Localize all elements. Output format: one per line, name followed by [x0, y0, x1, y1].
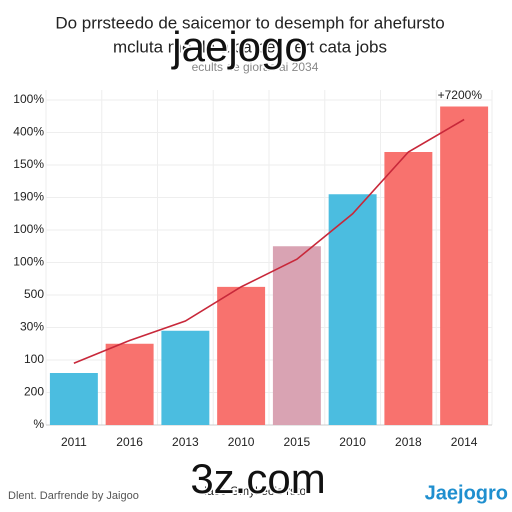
- y-tick-label: 200: [24, 385, 44, 399]
- x-tick-label: 2011: [61, 435, 87, 449]
- y-tick-label: 30%: [20, 320, 44, 334]
- chart-subtitle-2: ecults de gioras ai 2034: [192, 60, 319, 74]
- y-tick-label: 100: [24, 352, 44, 366]
- bar: [217, 286, 266, 425]
- footer-center: Iase Gmyl eo's rsto: [204, 484, 307, 498]
- trend-line: [73, 118, 465, 364]
- chart-title: Do prrsteedo de saicemor to desemph for …: [55, 13, 444, 32]
- bar: [272, 246, 321, 425]
- watermark: jaejogo: [170, 23, 307, 70]
- bar: [105, 343, 154, 425]
- y-tick-label: 500: [24, 287, 44, 301]
- y-tick-label: 100%: [13, 255, 44, 269]
- x-tick-label: 2010: [339, 435, 366, 449]
- y-tick-label: %: [33, 417, 44, 431]
- x-tick-label: 2013: [172, 435, 199, 449]
- bar: [384, 152, 433, 425]
- plot: % 200 100 30% 500 100% 100% 190% 150% 400% 100% 201…: [13, 90, 493, 449]
- chart-subtitle: mcluta me de a ca per l ert cata jobs: [113, 37, 387, 56]
- footer-left: Dlent. Darfrende by Jaigoo: [8, 490, 139, 502]
- x-tick-label: 2015: [284, 435, 311, 449]
- x-tick-label: 2016: [116, 435, 143, 449]
- bar: [161, 330, 210, 425]
- bar: [328, 194, 377, 425]
- x-tick-label: 2014: [451, 435, 478, 449]
- y-tick-label: 100%: [13, 92, 44, 106]
- footer-right: Jaejogro: [425, 482, 508, 504]
- annotation: +7200%: [438, 88, 483, 102]
- y-tick-label: 100%: [13, 222, 44, 236]
- x-tick-label: 2018: [395, 435, 422, 449]
- x-tick-label: 2010: [228, 435, 255, 449]
- y-tick-label: 150%: [13, 157, 44, 171]
- watermark: 3z.com: [190, 455, 325, 502]
- bar: [49, 373, 98, 425]
- y-tick-label: 400%: [13, 125, 44, 139]
- bar: [440, 106, 489, 425]
- y-tick-label: 190%: [13, 190, 44, 204]
